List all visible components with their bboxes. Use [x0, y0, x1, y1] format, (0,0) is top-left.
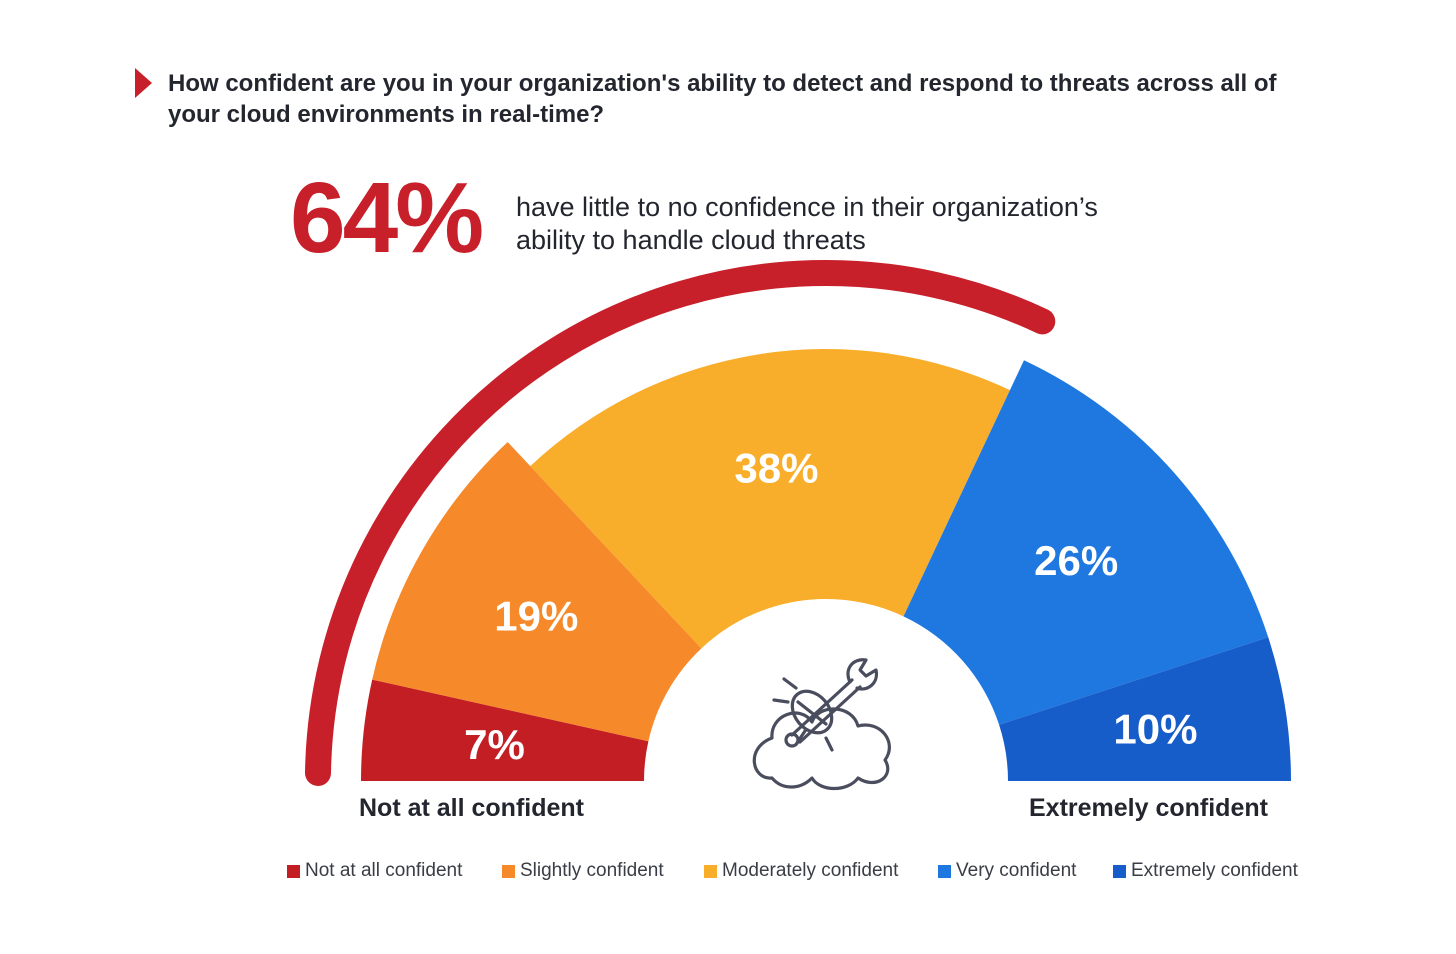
scale-left-label: Not at all confident: [359, 794, 584, 822]
question-title: How confident are you in your organizati…: [168, 70, 1277, 128]
highlight-arc-layer: [305, 259, 1056, 786]
chart-value-labels: 7% 19% 38% 26% 10%: [464, 444, 1197, 768]
value-label-slightly: 19%: [494, 592, 578, 639]
legend-swatch: [502, 864, 515, 878]
legend-swatch: [704, 864, 717, 878]
legend-swatch: [287, 864, 300, 878]
value-label-very: 26%: [1034, 537, 1118, 584]
value-label-moderately: 38%: [734, 444, 818, 491]
legend-item: Slightly confident: [502, 860, 664, 882]
legend-label: Slightly confident: [520, 860, 664, 881]
legend-item: Not at all confident: [287, 860, 462, 882]
legend-label: Not at all confident: [305, 860, 463, 881]
slice-very: [903, 360, 1269, 725]
slice-not-at-all: [361, 679, 649, 781]
chart-slices: [361, 349, 1291, 781]
chart-legend: Not at all confident Slightly confident …: [0, 860, 1456, 886]
legend-swatch: [938, 864, 951, 878]
highlight-text: have little to no confidence in their or…: [516, 192, 1098, 255]
slice-extremely: [999, 637, 1291, 781]
slice-moderately: [530, 349, 1010, 649]
legend-item: Extremely confident: [1113, 860, 1298, 882]
legend-label: Extremely confident: [1131, 860, 1298, 881]
legend-item: Very confident: [938, 860, 1076, 882]
slice-slightly: [372, 442, 702, 742]
legend-item: Moderately confident: [704, 860, 898, 882]
cloud-bug-wrench-icon: [752, 658, 891, 791]
legend-label: Very confident: [956, 860, 1077, 881]
question-marker-icon: [135, 68, 152, 98]
highlight-arc: [305, 259, 1056, 786]
highlight-value: 64%: [290, 162, 484, 274]
legend-label: Moderately confident: [722, 860, 899, 881]
scale-right-label: Extremely confident: [1029, 794, 1268, 822]
value-label-extremely: 10%: [1113, 705, 1197, 752]
legend-swatch: [1113, 864, 1126, 878]
value-label-not-at-all: 7%: [464, 721, 525, 768]
